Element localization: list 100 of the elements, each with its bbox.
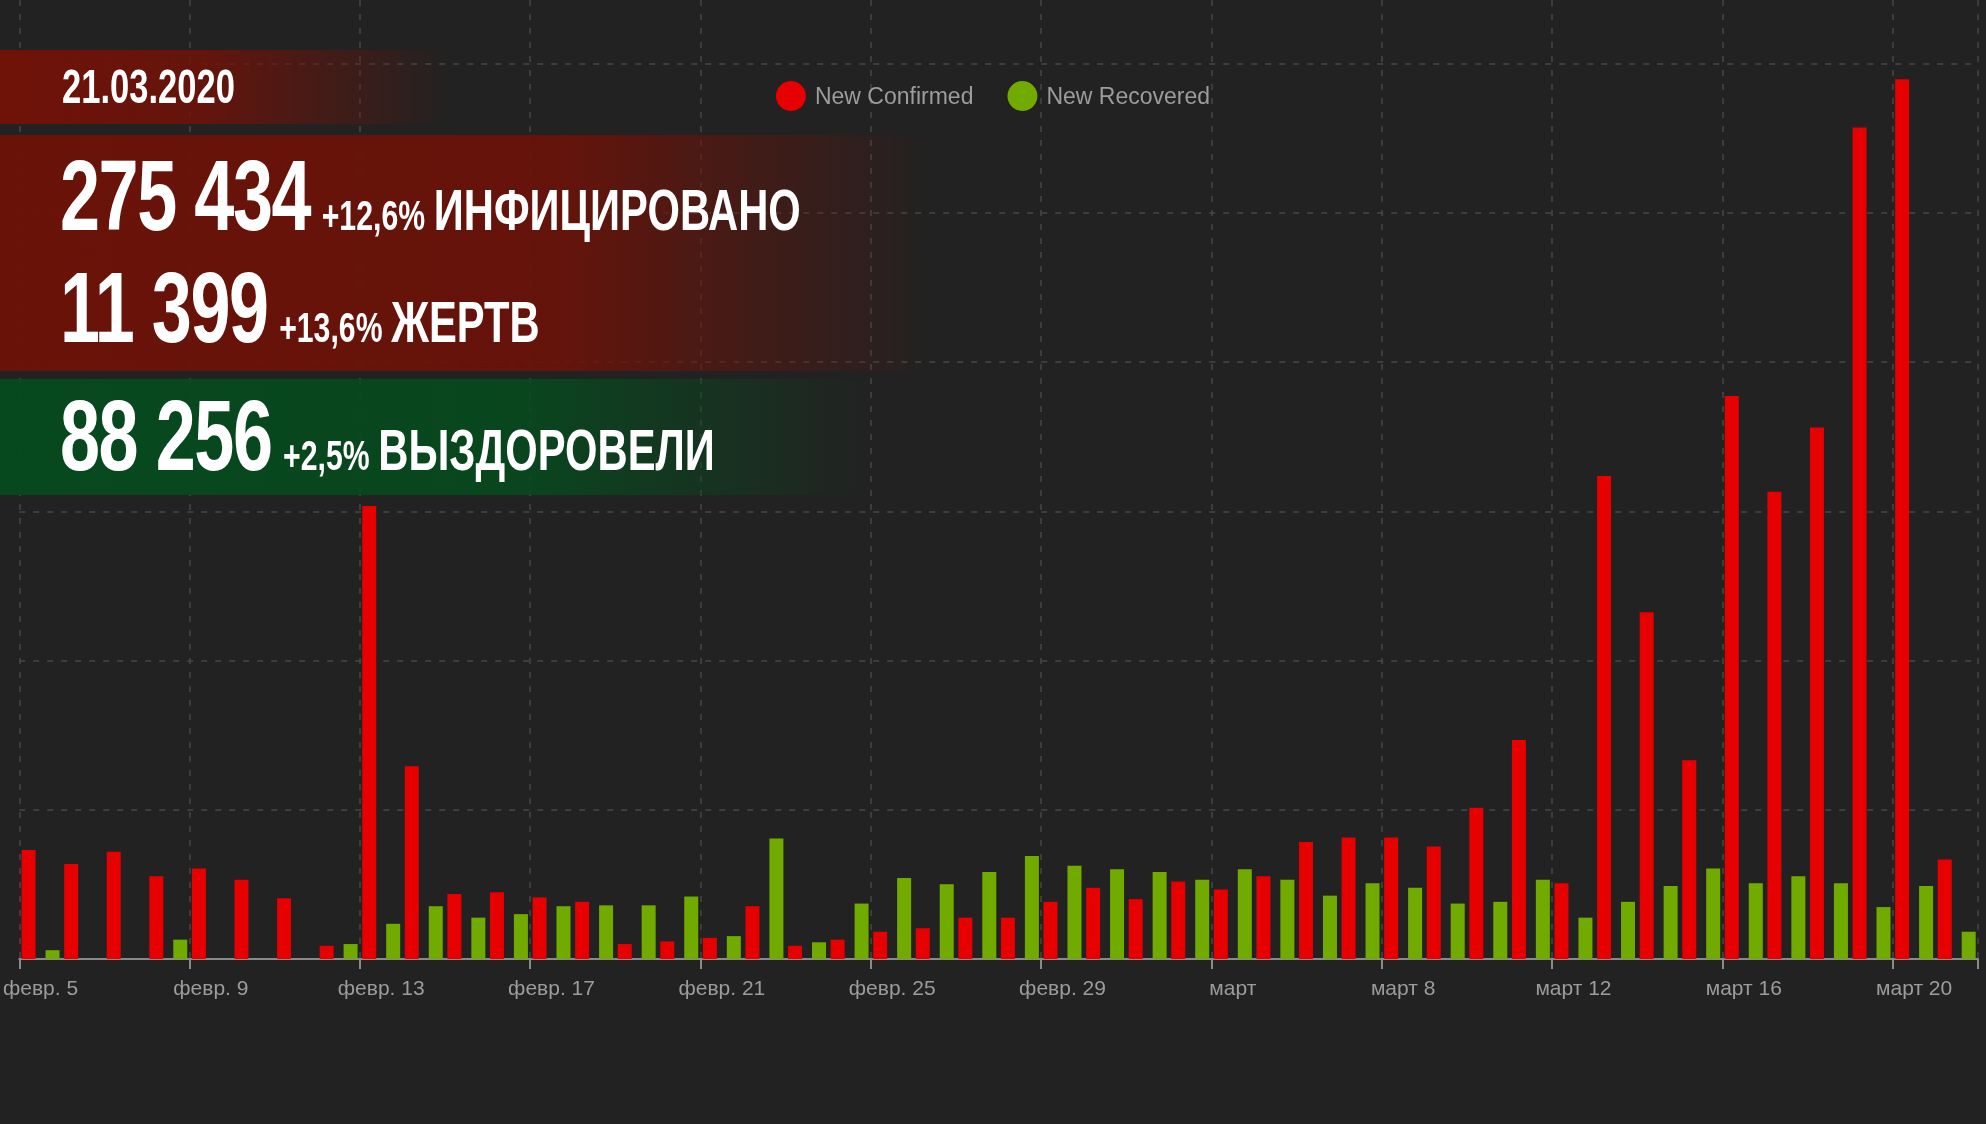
x-tick-label: март 20	[1876, 976, 1953, 999]
bar	[788, 945, 803, 959]
annotation: 275 434	[60, 139, 311, 251]
bar	[1511, 739, 1526, 959]
annotation: 88 256	[60, 379, 272, 491]
bar	[1000, 917, 1015, 959]
bar	[386, 923, 401, 959]
bar	[599, 905, 614, 959]
legend-label: New Confirmed	[814, 83, 974, 109]
bar	[1426, 846, 1441, 959]
bar	[513, 914, 528, 959]
bar	[1280, 879, 1295, 959]
bar	[1895, 79, 1910, 959]
annotation: +13,6%	[279, 304, 383, 351]
bar	[1833, 883, 1848, 959]
bar	[1237, 869, 1252, 959]
bar	[1724, 395, 1739, 959]
bar	[191, 868, 206, 959]
bar	[1682, 760, 1697, 959]
bar	[1365, 883, 1380, 959]
bar	[1621, 901, 1636, 959]
bar	[21, 849, 36, 959]
bar	[769, 838, 784, 959]
bar	[1256, 876, 1271, 959]
annotation: +2,5%	[283, 432, 370, 479]
bar	[1341, 837, 1356, 959]
bar	[319, 945, 334, 959]
bar	[1128, 899, 1143, 959]
bar	[575, 901, 590, 959]
bar	[343, 944, 358, 959]
bar	[1171, 881, 1186, 959]
bar	[684, 896, 699, 959]
bar	[702, 937, 717, 959]
bar	[1767, 491, 1782, 959]
bar	[1450, 903, 1465, 959]
bar	[1554, 883, 1569, 959]
bar	[1937, 859, 1952, 959]
bar	[149, 876, 164, 959]
x-tick-label: февр. 17	[508, 976, 595, 999]
bar	[45, 950, 60, 959]
annotation: ИНФИЦИРОВАНО	[433, 177, 801, 242]
bar	[1024, 856, 1039, 959]
x-tick-label: февр. 29	[1019, 976, 1106, 999]
bar	[471, 917, 486, 959]
bar	[854, 903, 869, 959]
bar	[873, 931, 888, 959]
bar	[1748, 883, 1763, 959]
bar	[1067, 865, 1082, 959]
bar	[1961, 931, 1976, 959]
bar	[234, 879, 249, 959]
bar	[1152, 871, 1167, 959]
bar	[1195, 879, 1210, 959]
legend-label: New Recovered	[1046, 83, 1211, 109]
bar	[1852, 127, 1867, 959]
bar	[897, 878, 912, 959]
bar	[1578, 917, 1593, 959]
bar	[726, 936, 741, 959]
x-tick-label: март 16	[1705, 976, 1782, 999]
bar	[939, 884, 954, 959]
annotation: ВЫЗДОРОВЕЛИ	[378, 417, 715, 482]
x-tick-label: февр. 13	[337, 976, 425, 999]
bar	[1110, 869, 1125, 959]
bar	[1597, 475, 1612, 959]
bar	[1469, 807, 1484, 959]
bar	[617, 944, 632, 959]
bar	[1043, 901, 1058, 959]
x-tick-label: февр. 21	[678, 976, 766, 999]
bar	[173, 939, 188, 959]
bar	[1384, 837, 1399, 959]
bar	[1876, 907, 1891, 959]
bar	[1639, 612, 1654, 959]
bar	[1919, 885, 1934, 959]
bar	[641, 905, 656, 959]
x-tick-label: февр. 5	[2, 976, 79, 999]
bar	[1086, 887, 1101, 959]
x-tick-label: февр. 9	[173, 976, 249, 999]
bar	[64, 863, 79, 959]
bar	[532, 897, 547, 959]
annotation: +12,6%	[321, 192, 426, 239]
bar	[556, 906, 571, 959]
bar	[745, 906, 760, 959]
bar	[1299, 841, 1314, 959]
annotation: ЖЕРТВ	[391, 289, 540, 354]
bar	[404, 766, 419, 959]
bar	[811, 942, 826, 959]
annotation: 11 399	[60, 251, 268, 363]
bar	[830, 939, 845, 959]
bar	[106, 851, 121, 959]
bar	[915, 928, 930, 959]
bar	[447, 893, 462, 959]
bar	[1535, 879, 1550, 959]
bar	[958, 917, 973, 959]
bar	[489, 892, 504, 959]
x-tick-label: март 12	[1535, 976, 1612, 999]
bar	[1213, 889, 1228, 959]
bar	[1408, 887, 1423, 959]
bar	[428, 906, 443, 959]
x-tick-label: март	[1209, 976, 1257, 999]
bar	[982, 871, 997, 959]
bar	[1706, 868, 1721, 959]
